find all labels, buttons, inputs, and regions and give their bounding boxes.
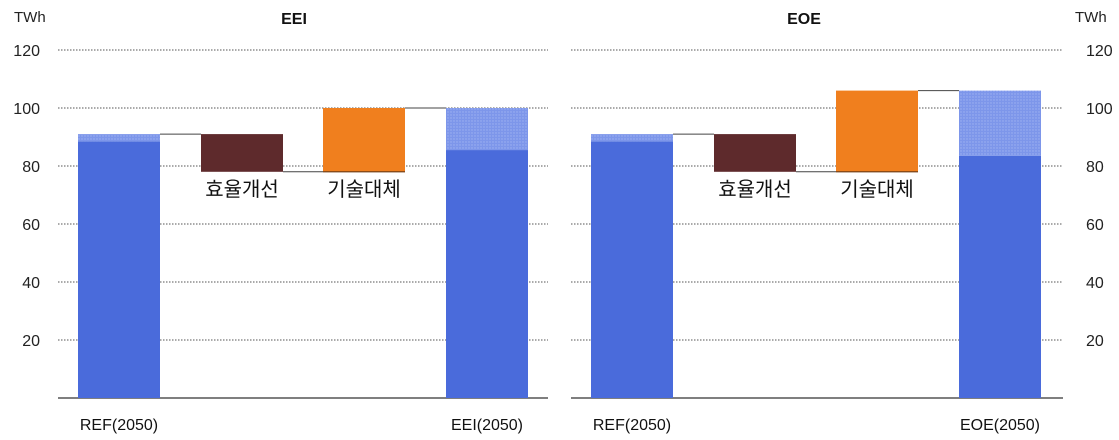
label-efficiency: 효율개선 bbox=[718, 177, 792, 201]
x-tick-label: REF(2050) bbox=[80, 417, 158, 434]
y-tick-right: 20 bbox=[1086, 333, 1104, 350]
bar-ref-top bbox=[591, 134, 673, 142]
bar-substitution bbox=[836, 90, 918, 172]
bar-ref-solid bbox=[78, 141, 160, 398]
y-tick-left: 20 bbox=[22, 333, 40, 350]
label-substitution: 기술대체 bbox=[327, 177, 401, 201]
bar-result-solid bbox=[446, 150, 528, 398]
label-efficiency: 효율개선 bbox=[205, 177, 279, 201]
bar-substitution bbox=[323, 108, 405, 172]
x-tick-label: REF(2050) bbox=[593, 417, 671, 434]
y-tick-left: 40 bbox=[22, 275, 40, 292]
label-substitution: 기술대체 bbox=[840, 177, 914, 201]
x-tick-label: EOE(2050) bbox=[960, 417, 1040, 434]
bar-result-top bbox=[959, 90, 1041, 156]
y-tick-right: 40 bbox=[1086, 275, 1104, 292]
bar-efficiency bbox=[714, 134, 796, 172]
y-tick-left: 100 bbox=[13, 101, 40, 118]
y-tick-right: 60 bbox=[1086, 217, 1104, 234]
y-tick-left: 120 bbox=[13, 43, 40, 60]
y-tick-left: 60 bbox=[22, 217, 40, 234]
bar-ref-top bbox=[78, 134, 160, 142]
y-tick-left: 80 bbox=[22, 159, 40, 176]
y-tick-right: 80 bbox=[1086, 159, 1104, 176]
x-tick-label: EEI(2050) bbox=[451, 417, 523, 434]
unit-right: TWh bbox=[1075, 9, 1107, 26]
unit-left: TWh bbox=[14, 9, 46, 26]
bar-result-top bbox=[446, 108, 528, 151]
chart-title: EOE bbox=[787, 11, 821, 28]
bar-efficiency bbox=[201, 134, 283, 172]
y-tick-right: 120 bbox=[1086, 43, 1113, 60]
chart-title: EEI bbox=[281, 11, 307, 28]
bar-result-solid bbox=[959, 155, 1041, 398]
y-tick-right: 100 bbox=[1086, 101, 1113, 118]
bar-ref-solid bbox=[591, 141, 673, 398]
